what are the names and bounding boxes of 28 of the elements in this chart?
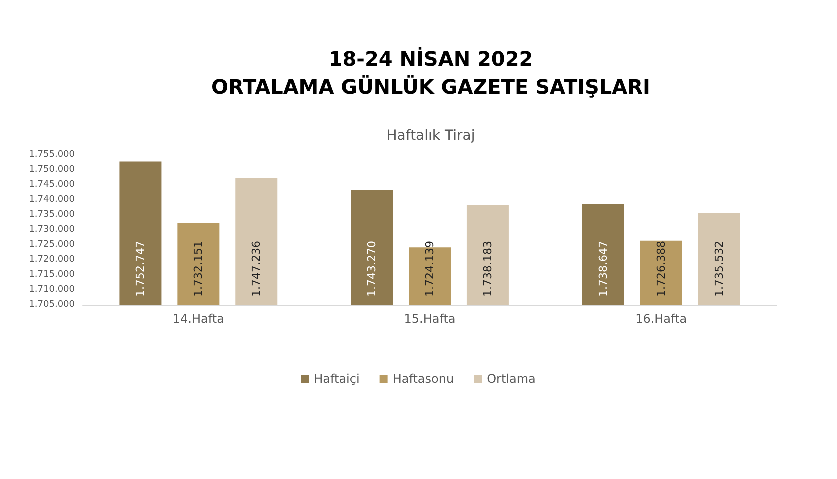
data-label: 1.747.236 xyxy=(250,241,264,297)
y-tick-label: 1.740.000 xyxy=(29,195,76,205)
y-tick-label: 1.720.000 xyxy=(29,255,76,265)
y-tick-label: 1.705.000 xyxy=(29,300,76,310)
x-tick-label: 16.Hafta xyxy=(636,312,688,326)
chart-subtitle: Haftalık Tiraj xyxy=(386,128,476,144)
data-label: 1.738.647 xyxy=(596,241,610,297)
data-label: 1.724.139 xyxy=(424,241,436,297)
y-tick-label: 1.715.000 xyxy=(29,270,76,280)
data-label: 1.735.532 xyxy=(712,241,726,297)
legend-label: Ortlama xyxy=(487,372,536,386)
x-tick-label: 15.Hafta xyxy=(404,312,456,326)
y-tick-label: 1.745.000 xyxy=(29,180,76,190)
data-label: 1.738.183 xyxy=(481,241,494,297)
y-tick-label: 1.725.000 xyxy=(29,240,76,250)
y-tick-label: 1.755.000 xyxy=(29,150,76,160)
y-tick-label: 1.735.000 xyxy=(29,210,76,220)
y-tick-label: 1.710.000 xyxy=(29,285,76,295)
y-tick-label: 1.750.000 xyxy=(29,165,76,175)
data-label: 1.752.747 xyxy=(134,241,148,297)
x-tick-label: 14.Hafta xyxy=(172,312,224,326)
data-label: 1.732.151 xyxy=(192,241,206,297)
legend-label: Haftasonu xyxy=(392,372,454,386)
data-label: 1.743.270 xyxy=(366,241,379,297)
chart-title: 18-24 NİSAN 2022 ORTALAMA GÜNLÜK GAZETE SATIŞLARI xyxy=(212,47,650,99)
data-label: 1.726.388 xyxy=(654,241,668,297)
y-tick-label: 1.730.000 xyxy=(29,225,76,235)
legend-label: Haftaiçi xyxy=(314,372,360,386)
